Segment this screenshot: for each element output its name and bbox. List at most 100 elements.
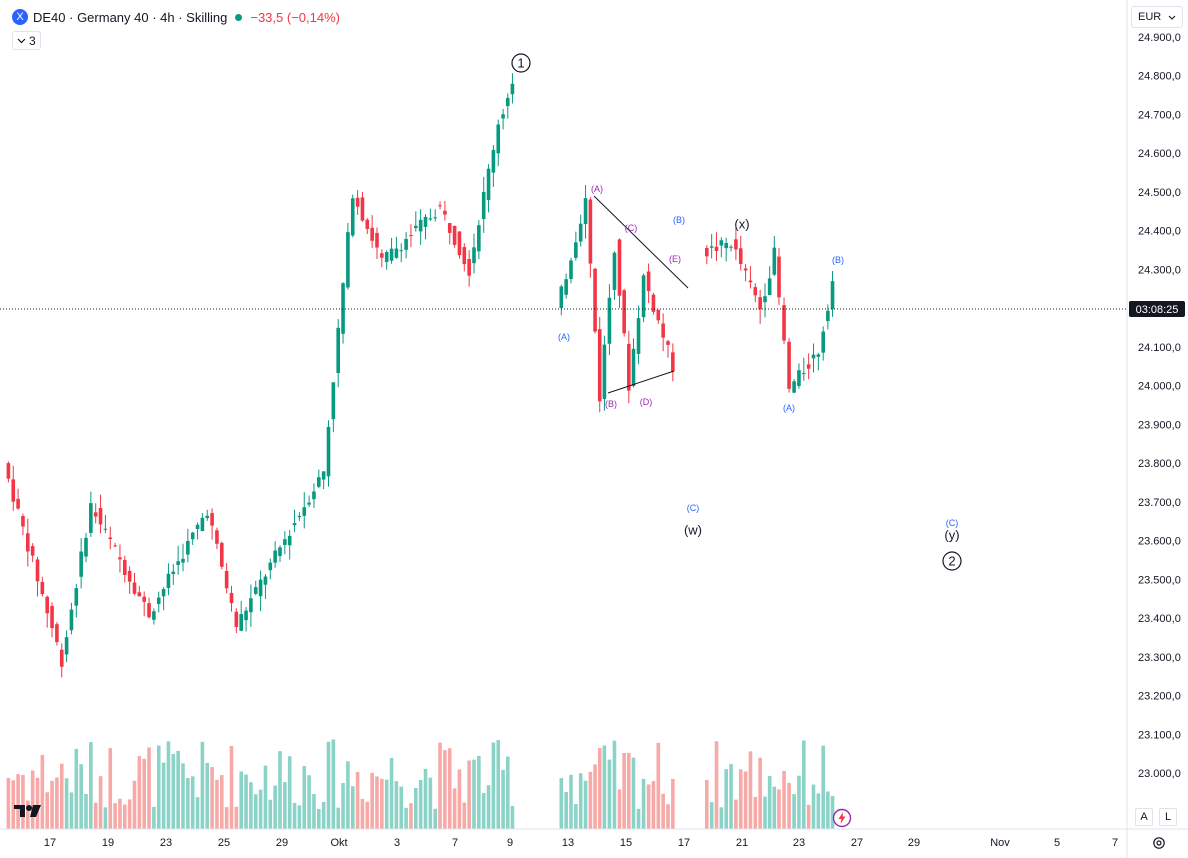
wave-label: (E) (669, 254, 681, 264)
price-tick-label: 23.700,0 (1138, 497, 1181, 509)
volume-bar (156, 745, 161, 829)
time-tick-label: 29 (908, 837, 920, 849)
candle-body (152, 611, 156, 620)
auto-scale-button[interactable]: A (1135, 808, 1153, 826)
price-tick-label: 23.100,0 (1138, 729, 1181, 741)
volume-bar (588, 771, 593, 829)
candle-body (787, 341, 791, 389)
market-status-dot (235, 13, 243, 21)
candle-body (486, 168, 491, 201)
price-tick-label: 24.700,0 (1138, 109, 1181, 121)
volume-bar (428, 777, 433, 829)
candle-body (59, 649, 64, 667)
volume-bar (559, 778, 564, 829)
time-tick-label: 29 (276, 837, 288, 849)
candle-body (612, 252, 617, 290)
candle-body (593, 268, 597, 332)
indicators-toggle[interactable]: 3 (12, 31, 41, 50)
time-tick-label: 17 (44, 837, 56, 849)
volume-bar (661, 793, 665, 829)
volume-bar (777, 789, 781, 829)
volume-bar (142, 758, 146, 829)
volume-bar (705, 780, 709, 829)
candle-body (811, 354, 816, 359)
time-tick-label: 7 (1112, 837, 1118, 849)
chevron-down-icon (17, 38, 26, 43)
volume-bar (312, 793, 316, 829)
candle-body (666, 341, 670, 345)
flash-icon[interactable] (832, 808, 852, 828)
candle-body (709, 246, 714, 248)
volume-bar (758, 757, 762, 829)
volume-bar (30, 770, 35, 829)
legend-title: DE40 · Germany 40 · 4h · Skilling (33, 9, 228, 25)
price-tick-label: 24.900,0 (1138, 32, 1181, 44)
candle-body (428, 218, 433, 220)
currency-label: EUR (1138, 11, 1162, 23)
candle-body (738, 248, 743, 265)
candle-body (350, 198, 355, 236)
currency-select[interactable]: EUR (1131, 6, 1183, 28)
candle-body (98, 508, 103, 525)
wave-labels: 1 (A) (A) (B) (C) (D) (E) (B) (C) (w) (x) (A) (B) (C)… (511, 53, 962, 571)
volume-bar (11, 780, 16, 829)
volume-bar (389, 758, 394, 829)
candle-body (496, 124, 501, 154)
price-tick-label: 23.300,0 (1138, 652, 1181, 664)
candle-body (132, 582, 137, 594)
candle-body (127, 570, 132, 582)
wave-label: (A) (558, 332, 570, 342)
candle-body (113, 545, 117, 547)
candle-body (11, 479, 16, 502)
legend-change: −33,5 (−0,14%) (250, 9, 340, 25)
candle-body (161, 589, 166, 597)
gear-icon[interactable] (1152, 836, 1166, 850)
volume-bar (263, 765, 268, 829)
volume-bar (462, 802, 467, 829)
volume-bar (748, 751, 753, 829)
volume-bar (346, 761, 350, 829)
volume-bar (137, 756, 142, 829)
volume-bar (763, 796, 767, 829)
volume-bar (190, 776, 195, 829)
wave-drawings (593, 195, 689, 394)
volume-bar (239, 771, 243, 829)
candle-body (462, 247, 467, 265)
candle-body (714, 246, 719, 251)
volume-bar (55, 777, 59, 829)
candle-body (30, 546, 35, 556)
volume-bar (797, 775, 801, 829)
log-scale-button[interactable]: L (1159, 808, 1177, 826)
volume-bar (113, 803, 117, 829)
candle-body (278, 547, 282, 557)
volume-bar (729, 764, 733, 829)
volume-bar (152, 806, 156, 829)
volume-bar (787, 782, 791, 829)
candle-body (239, 614, 243, 631)
wave-label: (B) (605, 399, 617, 409)
volume-bar (79, 764, 83, 829)
candle-body (501, 114, 505, 119)
candle-body (467, 258, 471, 276)
volume-bar (671, 778, 675, 829)
candle-body (220, 542, 224, 567)
candle-body (767, 278, 772, 296)
volume-bar (74, 748, 79, 829)
volume-bar (409, 803, 413, 829)
candle-body (142, 596, 146, 602)
wave-label: 2 (948, 554, 955, 569)
volume-bar (806, 804, 811, 829)
volume-bar (35, 777, 40, 829)
volume-bar (147, 747, 151, 829)
candle-body (816, 354, 821, 357)
candle-body (753, 287, 758, 296)
symbol-legend[interactable]: X DE40 · Germany 40 · 4h · Skilling −33,… (12, 7, 340, 27)
candle-body (205, 515, 210, 519)
volume-bar (370, 772, 374, 829)
volume-bar (782, 770, 786, 829)
wave-label: (w) (684, 523, 702, 538)
candle-body (156, 597, 161, 605)
price-tick-label: 24.600,0 (1138, 148, 1181, 160)
candle-body (443, 210, 447, 215)
